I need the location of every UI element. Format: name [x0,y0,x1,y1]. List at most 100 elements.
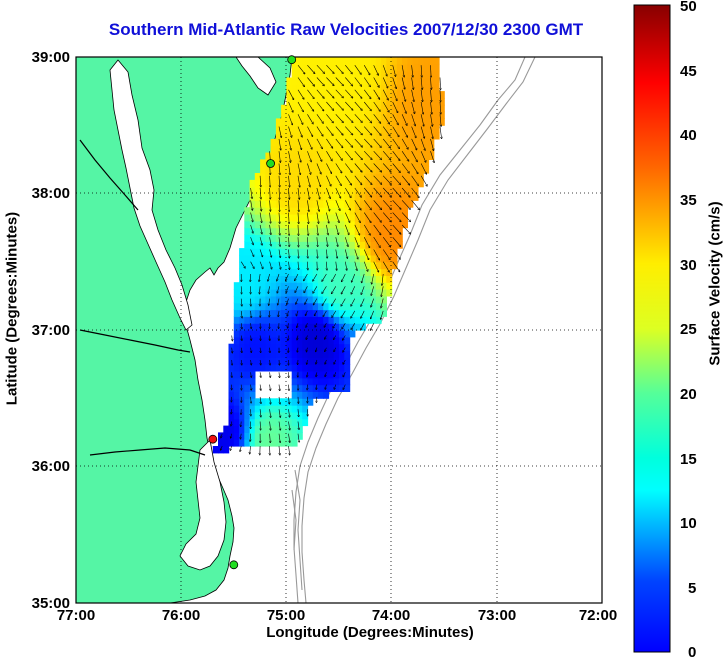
velocity-cell [281,152,287,160]
velocity-cell [254,343,261,352]
velocity-cell [265,302,272,311]
velocity-cell [291,214,298,222]
velocity-cell [375,91,382,99]
velocity-cell [333,138,340,147]
velocity-cell [339,77,345,85]
velocity-cell [386,159,393,167]
velocity-cell [349,207,356,215]
velocity-cell [381,268,387,276]
velocity-vector [298,409,299,416]
velocity-cell [375,193,382,201]
velocity-cell [386,57,393,65]
velocity-vector [345,151,352,160]
velocity-cell [265,330,272,338]
velocity-cell [360,295,366,304]
velocity-cell [402,200,408,208]
velocity-vector [269,298,270,306]
velocity-cell [318,84,324,92]
velocity-cell [312,132,319,140]
velocity-cell [386,173,393,181]
velocity-cell [291,200,298,208]
velocity-cell [328,57,335,65]
velocity-cell [433,118,440,126]
velocity-cell [291,350,298,358]
velocity-cell [254,336,261,345]
velocity-cell [233,391,240,399]
velocity-vector [297,433,299,442]
y-tick-label: 39:00 [32,49,70,66]
velocity-cell [302,104,309,113]
velocity-vector [381,286,384,296]
velocity-cell [270,405,277,413]
velocity-cell [291,125,298,133]
velocity-cell [249,200,256,208]
velocity-vector [325,347,327,352]
velocity-cell [375,275,382,283]
velocity-cell [349,302,356,311]
velocity-cell [270,220,277,229]
velocity-cell [312,159,319,167]
velocity-cell [296,302,303,311]
velocity-cell [249,289,256,297]
velocity-vector [279,187,280,199]
velocity-cell [318,179,324,188]
velocity-vector [289,409,290,417]
velocity-vector [370,323,374,330]
velocity-cell [344,364,351,372]
velocity-cell [349,152,356,160]
velocity-vector [231,421,232,426]
velocity-cell [286,357,293,365]
velocity-cell [344,261,351,270]
velocity-cell [370,118,377,126]
velocity-cell [360,63,366,72]
velocity-cell [302,63,309,72]
velocity-vector [298,237,299,247]
velocity-vector [316,77,324,86]
velocity-cell [323,104,330,113]
grid [76,57,602,603]
velocity-cell [270,145,277,154]
velocity-vector [335,101,344,110]
velocity-cell [375,200,382,208]
velocity-vector [250,224,254,233]
velocity-vector [241,323,242,329]
velocity-cell [244,336,251,345]
velocity-vector [392,261,400,272]
velocity-cell [281,227,287,235]
velocity-cell [396,166,403,174]
velocity-cell [349,132,356,140]
velocity-cell [402,145,408,154]
velocity-cell [360,104,366,113]
velocity-cell [286,405,293,413]
velocity-cell [417,77,424,85]
velocity-cell [333,152,340,160]
velocity-cell [307,268,314,276]
velocity-cell [318,200,324,208]
velocity-cell [349,200,356,208]
velocity-cell [318,193,324,201]
velocity-cell [354,316,361,324]
velocity-vector [323,310,327,317]
velocity-vector [343,335,346,341]
velocity-cell [360,275,366,283]
velocity-cell [323,132,330,140]
velocity-cell [254,289,261,297]
velocity-vector [401,126,407,138]
velocity-vector [420,163,426,175]
velocity-cell [333,200,340,208]
velocity-vector [382,89,388,100]
velocity-cell [344,166,351,174]
velocity-cell [396,173,403,181]
velocity-cell [370,132,377,140]
velocity-cell [428,125,435,133]
velocity-cell [275,200,282,208]
velocity-vector [240,433,241,439]
velocity-cell [286,268,293,276]
velocity-cell [291,261,298,270]
velocity-cell [328,152,335,160]
velocity-cell [249,336,256,345]
velocity-cell [370,214,377,222]
velocity-vector [221,433,222,438]
velocity-cell [354,268,361,276]
velocity-cell [365,207,372,215]
